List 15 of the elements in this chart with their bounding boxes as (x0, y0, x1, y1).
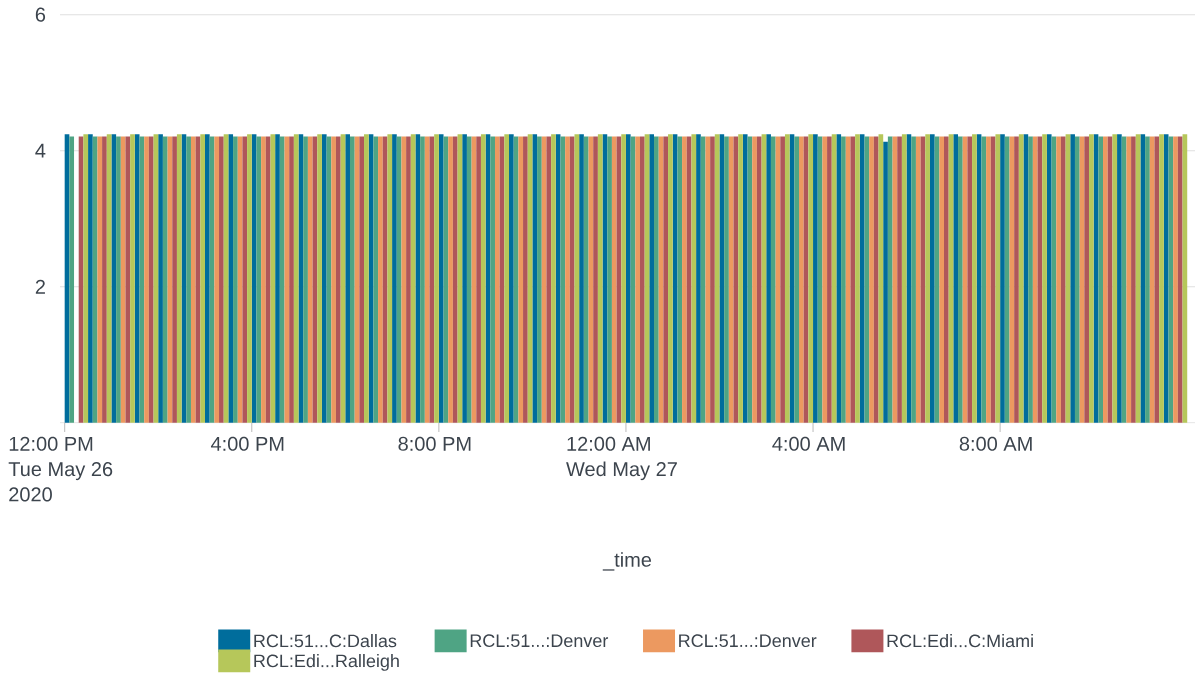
y-tick-label: 2 (35, 279, 45, 294)
legend-label: RCL:51...:Denver (470, 634, 609, 648)
legend-label: RCL:51...C:Dallas (254, 634, 397, 648)
legend-label: RCL:51...:Denver (679, 634, 817, 648)
x-tick-label: 12:00 AM Wed May 27 (566, 436, 677, 481)
x-tick-label: 8:00 PM (398, 436, 471, 451)
y-tick-label: 4 (35, 143, 46, 158)
legend-label: RCL:Edi...Ralleigh (254, 654, 399, 671)
x-tick-label: 4:00 PM (210, 436, 284, 451)
x-axis-title: _time (602, 552, 652, 571)
x-tick-label: 4:00 AM (772, 436, 845, 451)
x-tick-label: 12:00 PM Tue May 26 2020 (8, 436, 113, 502)
x-tick-label: 8:00 AM (959, 436, 1032, 451)
y-tick-label: 6 (35, 7, 46, 22)
legend-label: RCL:Edi...C:Miami (887, 634, 1033, 648)
